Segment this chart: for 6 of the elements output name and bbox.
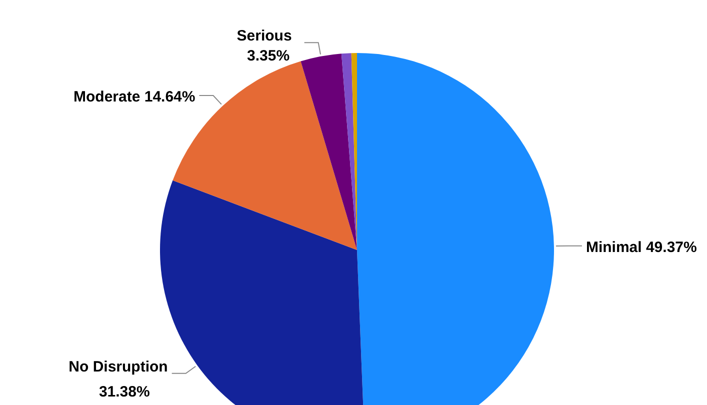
slice-label: Moderate 14.64%: [74, 88, 196, 106]
slice-label: No Disruption: [68, 358, 168, 376]
slice-label: Serious: [236, 28, 292, 45]
data-label: 3.35%: [247, 48, 290, 65]
data-label: 31.38%: [98, 383, 150, 400]
slice-label: Minimal 49.37%: [586, 238, 697, 256]
